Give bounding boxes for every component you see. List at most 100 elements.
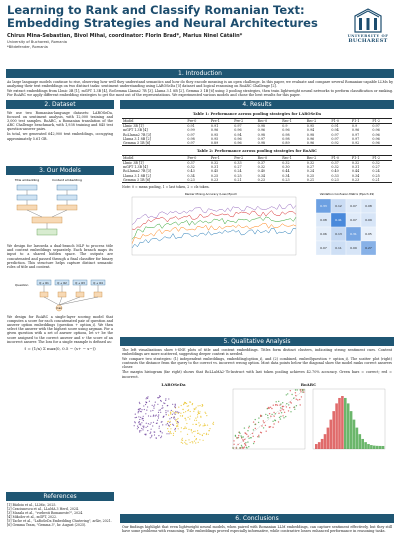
table-cell: 0.94	[306, 128, 315, 133]
table-cell: 0.96	[234, 141, 242, 146]
table-cell: 0.23	[187, 178, 195, 183]
loss-formula: ℓ = (1/n) Σ max(0, 0.5 − (s+ − s−))	[24, 345, 96, 351]
intro-text: As large language models continue to ris…	[7, 80, 393, 89]
table-header-cell: Rec-1	[282, 155, 292, 160]
table-cell: 0.32	[351, 160, 360, 165]
table-cell: 0.97	[257, 136, 266, 141]
intro-section: As large language models continue to ris…	[7, 80, 393, 116]
reference-item: [4] Mikolov et al., mGPT, 2022.	[7, 515, 58, 520]
qual-text-3: The margin histogram (far right) shows t…	[122, 370, 392, 379]
roarc-plots	[231, 388, 385, 449]
table-header-cell: Pre-2	[234, 155, 244, 160]
dataset-text: We use two Romanian-language datasets: L…	[7, 111, 113, 132]
table-cell: 0.96	[372, 141, 380, 146]
models-heading: 3. Our Models	[6, 166, 114, 175]
table-header-cell: Pre-1	[210, 155, 220, 160]
table-header-cell: Pre-1	[210, 118, 220, 123]
table-cell: 0.99	[187, 128, 195, 133]
table-cell: 0.40	[331, 169, 339, 174]
table-cell: 0.37	[187, 160, 195, 165]
score-node	[93, 291, 103, 298]
cm-cell-value: 0.09	[350, 246, 357, 250]
logo-line-2: BUCHAREST	[348, 38, 388, 45]
table-cell: 0.27	[372, 165, 380, 170]
poster-title: Learning to Rank and Classify Romanian T…	[7, 3, 318, 30]
cm-cell-value: 0.31	[350, 232, 357, 236]
table-header-cell: Pre-2	[234, 118, 244, 123]
cm-cell-value: 0.33	[320, 204, 327, 208]
references-section: [1] Bădoiu et al., LLMic, 2025. [2] Craci…	[7, 503, 113, 555]
conclusions-text: Our findings highlight that even lightwe…	[122, 525, 392, 534]
conclusions-heading: 6. Conclusions	[120, 514, 394, 523]
reference-item: [3] Masala et al., "vorbesti Romaneste?"…	[7, 511, 84, 516]
table-cell: 0.27	[234, 165, 242, 170]
table-cell: 0.32	[306, 160, 315, 165]
table-cell: 0.96	[372, 128, 380, 133]
table-cell: Llmic 3B [1]	[123, 160, 144, 165]
table-cell: 0.24	[234, 169, 242, 174]
table-row: Llmic 3B [1] 0.91 0.91 0.97 0.98 0.9 0.95 0.91 0…	[122, 123, 392, 128]
table-cell: Gemma 3 1B [6]	[123, 141, 151, 146]
table-cell: Gemma 3 1B [6]	[123, 178, 151, 183]
table-row: RoLlama2 7B [3] 0.43 0.45 0.24 0.40 0.44 0.24 0…	[122, 169, 392, 173]
university-crest-icon	[354, 8, 382, 33]
table-row: mGPT 1.3B [4] 0.99 0.96 0.96 0.96 0.96 0.94 0.9…	[122, 128, 392, 132]
table-cell: 0.98	[257, 141, 266, 146]
cm-cell-value: 0.09	[365, 218, 372, 222]
table-header-cell: Pre-0	[187, 155, 197, 160]
table-cell: 0.98	[282, 132, 290, 137]
intro-text-2: We extract embeddings from Llmic 3B [1],…	[7, 89, 393, 98]
table-cell: 0.31	[210, 165, 219, 170]
table-row: Llmic 3B [1] 0.37 0.32 0.33 0.37 0.32 0.32 0.37…	[122, 160, 392, 165]
table-cell: 0.97	[187, 132, 195, 137]
table1: Model Pre-0 Pre-1 Pre-2 Rec-0 Rec-1 Rec-2 F1-0 F…	[122, 118, 392, 146]
table-header-cell: F1-1	[351, 155, 360, 160]
table-cell: mGPT 1.3B [4]	[123, 128, 148, 133]
qualitative-heading: 5. Qualitative Analysis	[120, 337, 394, 346]
table-cell: 0.96	[282, 128, 290, 133]
plot1-title: LAROSeDa	[161, 381, 186, 387]
table-cell: 0.9	[351, 123, 358, 128]
qual-text-1: The left visualizations show t-SNE plots…	[122, 348, 392, 357]
table-cell: 0.43	[187, 169, 195, 174]
table-header-cell: F1-2	[372, 155, 380, 160]
qualitative-section: The left visualizations show t-SNE plots…	[122, 348, 392, 508]
cm-cell-value: 0.41	[335, 218, 342, 222]
table-cell: 0.25	[210, 173, 219, 178]
table-cell: 0.96	[372, 136, 380, 141]
dataset-section: We use two Romanian-language datasets: L…	[7, 111, 113, 163]
table-cell: 0.96	[372, 132, 380, 137]
table-cell: 0.96	[210, 128, 219, 133]
pooling-note: Note: 0 = mean pooling, 1 = last token, …	[122, 184, 210, 189]
table-cell: 0.21	[306, 178, 315, 183]
table-header-cell: Model	[123, 155, 134, 160]
table-cell: 0.95	[210, 136, 219, 141]
table-cell: 0.23	[210, 178, 219, 183]
scoring-diagram: Question Q + O1 Q + O2 Q + O3 Q + O4 max	[15, 279, 106, 312]
table-cell: 0.94	[234, 132, 242, 137]
table-cell: 0.92	[351, 141, 360, 146]
table-cell: 0.96	[306, 141, 315, 146]
plot2-title: RoARC	[300, 381, 317, 387]
loss-series-line	[131, 227, 297, 248]
loss-series-line	[131, 216, 297, 240]
reference-item: [1] Bădoiu et al., LLMic, 2025.	[7, 503, 57, 507]
table-header-cell: F1-0	[331, 118, 339, 123]
table-cell: Llama 3.1 8B [2]	[123, 173, 151, 178]
reference-item: [6] Gemma Team, "Gemma 3", hr. August (2…	[7, 523, 87, 528]
table-row: RoLlama2 7B [3] 0.97 0.95 0.94 0.98 0.98 0.98 0…	[122, 133, 392, 137]
loss-series-line	[131, 222, 297, 244]
intro-heading: 1. Introduction	[6, 69, 394, 78]
table-header-cell: F1-1	[351, 118, 360, 123]
loss-chart: Ranker Mining Accuracy (Loss) Epoch	[131, 192, 297, 255]
table-cell: 0.21	[372, 178, 380, 183]
table-cell: 0.97	[351, 132, 360, 137]
table-header-cell: F1-2	[372, 118, 380, 123]
table-cell: 0.92	[331, 141, 339, 146]
table-cell: 0.91	[210, 123, 219, 128]
table-cell: RoLlama2 7B [3]	[123, 169, 152, 174]
table-cell: 0.24	[372, 169, 380, 174]
cm-cell-value: 0.06	[320, 232, 327, 236]
table-cell: 0.23	[351, 178, 360, 183]
table-row: Gemma 3 1B [6] 0.23 0.23 0.21 0.23 0.23 0.21 0.…	[122, 178, 392, 183]
